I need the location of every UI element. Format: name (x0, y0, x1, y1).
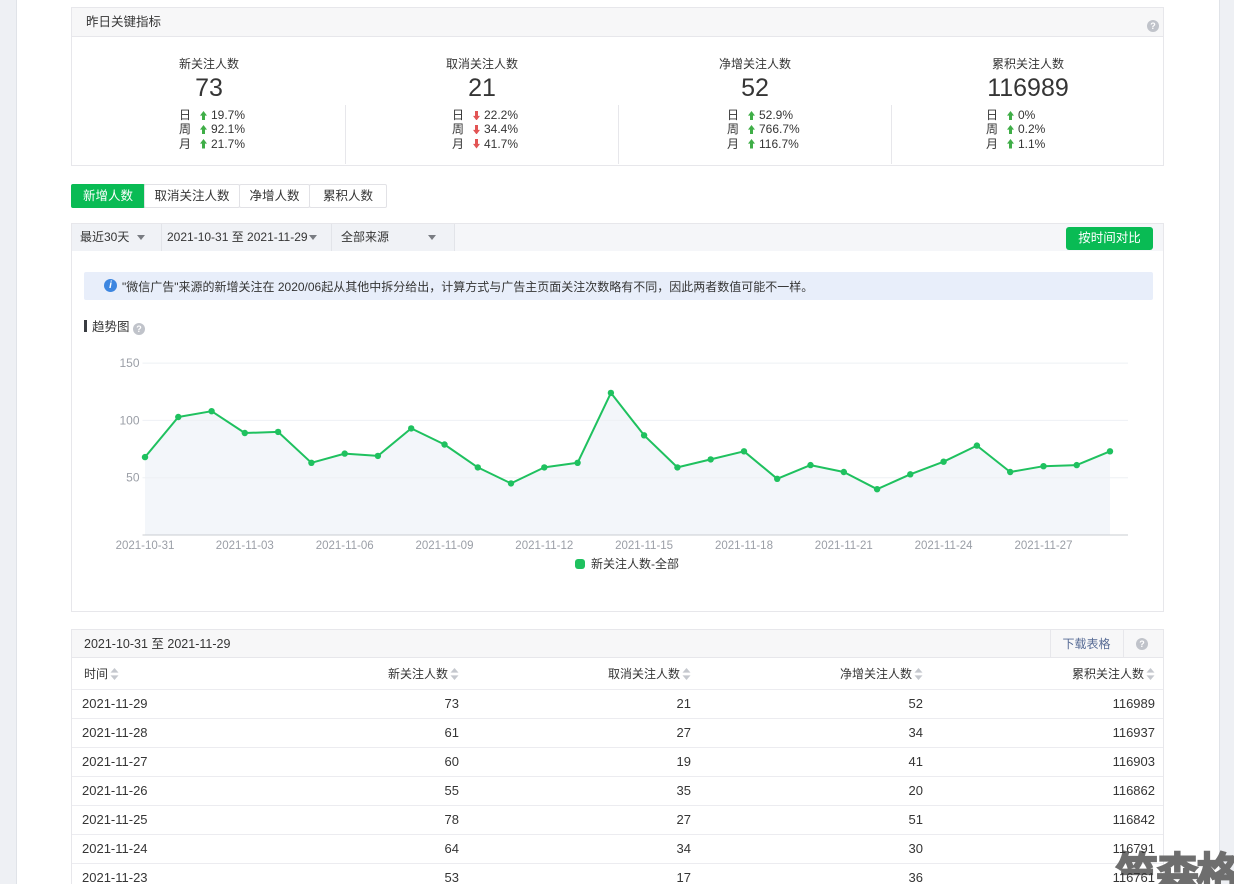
svg-text:2021-10-31: 2021-10-31 (116, 540, 175, 552)
svg-text:新关注人数-全部: 新关注人数-全部 (591, 556, 679, 571)
svg-text:2021-11-15: 2021-11-15 (615, 540, 673, 552)
svg-text:2021-11-09: 2021-11-09 (416, 540, 474, 552)
svg-text:150: 150 (119, 356, 139, 370)
svg-text:2021-11-21: 2021-11-21 (815, 540, 873, 552)
svg-text:100: 100 (119, 413, 139, 427)
svg-text:2021-11-24: 2021-11-24 (915, 540, 974, 552)
svg-text:2021-11-06: 2021-11-06 (316, 540, 374, 552)
svg-text:2021-11-27: 2021-11-27 (1015, 540, 1073, 552)
svg-text:2021-11-18: 2021-11-18 (715, 540, 773, 552)
svg-text:50: 50 (126, 471, 140, 485)
svg-text:2021-11-12: 2021-11-12 (515, 540, 573, 552)
svg-text:2021-11-03: 2021-11-03 (216, 540, 274, 552)
